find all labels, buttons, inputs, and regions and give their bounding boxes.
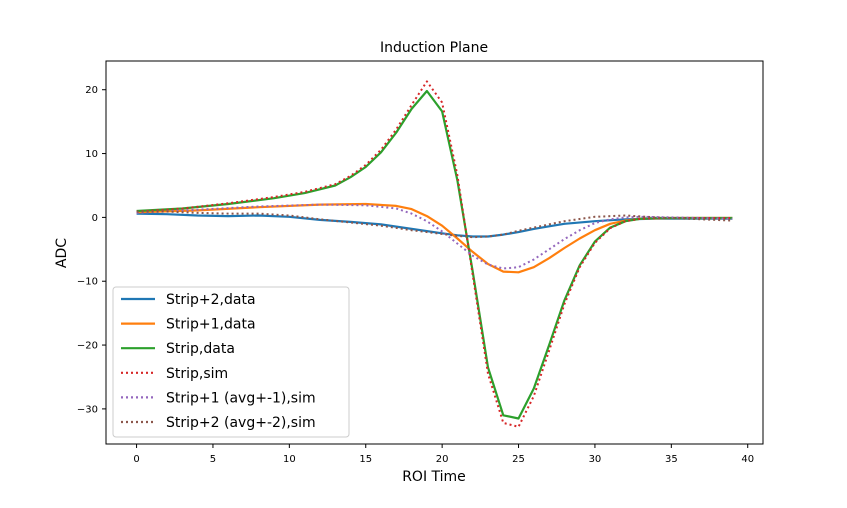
y-tick-label: 0 (92, 213, 98, 224)
x-tick-label: 10 (283, 454, 296, 465)
legend-label-1: Strip+2,data (166, 292, 256, 308)
y-axis: 20 10 0 −10 −20 −30 (77, 85, 106, 415)
series-line-2 (136, 202, 733, 274)
legend-label-4: Strip,sim (166, 366, 228, 382)
y-tick-label: −20 (77, 341, 98, 352)
x-axis: 0 5 10 15 20 25 30 35 40 (133, 444, 754, 465)
x-tick-label: 0 (133, 454, 139, 465)
series-line-6 (136, 210, 733, 239)
legend-box (112, 286, 350, 438)
x-tick-label: 5 (210, 454, 216, 465)
legend: Strip+2,data Strip+1,data Strip,data Strip,… (112, 286, 350, 438)
y-tick-label: −10 (77, 277, 98, 288)
y-tick-label: 20 (85, 85, 98, 96)
x-tick-label: 15 (359, 454, 372, 465)
legend-label-5: Strip+1 (avg+-1),sim (166, 390, 316, 406)
legend-label-2: Strip+1,data (166, 317, 256, 333)
x-tick-label: 20 (436, 454, 449, 465)
legend-label-6: Strip+2 (avg+-2),sim (166, 415, 316, 431)
x-axis-label: ROI Time (402, 469, 466, 485)
series-layer (136, 80, 733, 428)
x-tick-label: 40 (741, 454, 754, 465)
x-tick-label: 30 (589, 454, 602, 465)
y-tick-label: 10 (85, 149, 98, 160)
chart-title: Induction Plane (380, 40, 488, 56)
x-tick-label: 25 (512, 454, 525, 465)
y-axis-label: ADC (54, 238, 70, 268)
series-line-5 (136, 203, 733, 270)
y-tick-label: −30 (77, 404, 98, 415)
series-line-1 (136, 212, 733, 238)
plot-frame (105, 60, 764, 445)
x-tick-label: 35 (665, 454, 678, 465)
series-line-4 (136, 80, 733, 428)
legend-label-3: Strip,data (166, 341, 235, 357)
